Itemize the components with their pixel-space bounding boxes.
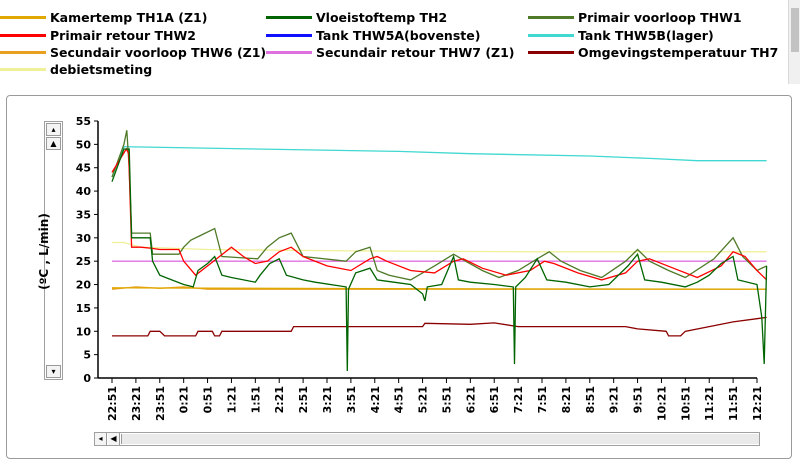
series-line-vloeistoftemp-th2	[111, 148, 768, 372]
legend-swatch	[0, 15, 46, 19]
legend-item-vloeistoftemp: Vloeistoftemp TH2	[266, 7, 447, 27]
legend-item-secundair-voorloop: Secundair voorloop THW6 (Z1)	[0, 42, 266, 62]
legend: Kamertemp TH1A (Z1) Vloeistoftemp TH2 Pr…	[0, 0, 800, 84]
x-tick-label: 22:51	[106, 386, 119, 421]
x-tick-label: 8:21	[560, 386, 573, 413]
series-line-tank-thw5b-lager	[111, 146, 767, 178]
x-tick-label: 0:51	[202, 386, 215, 413]
x-tick-label: 3:21	[321, 386, 334, 413]
legend-label: Tank THW5A(bovenste)	[316, 27, 481, 43]
legend-swatch	[528, 15, 574, 19]
x-tick-label: 6:51	[488, 386, 501, 413]
legend-label: Primair retour THW2	[50, 27, 196, 43]
y-tick-label: 20	[76, 279, 92, 292]
legend-scrollbar[interactable]	[788, 0, 800, 84]
y-ticks: 0 5 10 15 20 25 30 35 40 45 50 55	[76, 115, 98, 385]
x-tick-label: 11:51	[727, 386, 740, 421]
x-tick-label: 3:51	[345, 386, 358, 413]
legend-label: Kamertemp TH1A (Z1)	[50, 9, 208, 25]
x-tick-label: 7:21	[512, 386, 525, 413]
x-tick-label: 2:51	[297, 386, 310, 413]
legend-swatch	[0, 50, 46, 54]
legend-swatch	[0, 67, 46, 71]
y-tick-label: 10	[76, 325, 92, 338]
x-ticks: 22:51 23:21 23:51 0:21 0:51 1:21 1:51 2:21 2:51 3…	[106, 378, 764, 421]
x-tick-label: 5:51	[440, 386, 453, 413]
series-line-kamertemp-th1a-z1	[111, 287, 767, 290]
x-tick-label: 6:21	[464, 386, 477, 413]
x-tick-label: 0:21	[178, 386, 191, 413]
x-tick-label: 10:21	[655, 386, 668, 421]
horizontal-scroll-track[interactable]	[121, 434, 759, 444]
x-tick-label: 4:51	[393, 386, 406, 413]
legend-swatch	[528, 50, 574, 54]
x-tick-label: 1:51	[249, 386, 262, 413]
scroll-left-step-icon[interactable]: ◀	[108, 433, 120, 445]
x-tick-label: 9:51	[632, 386, 645, 413]
scroll-up-arrow-icon[interactable]: ▴	[46, 123, 61, 136]
legend-label: Tank THW5B(lager)	[578, 27, 714, 43]
y-tick-label: 25	[76, 255, 91, 268]
legend-label: Primair voorloop THW1	[578, 9, 742, 25]
x-tick-label: 11:21	[703, 386, 716, 421]
y-tick-label: 40	[76, 185, 92, 198]
legend-item-kamertemp: Kamertemp TH1A (Z1)	[0, 7, 207, 27]
legend-label: Secundair retour THW7 (Z1)	[316, 44, 515, 60]
y-axis-label: (ºC , L/min)	[37, 213, 51, 290]
y-tick-label: 30	[76, 232, 92, 245]
scroll-up-step-icon[interactable]: ▲	[46, 137, 61, 150]
legend-label: Vloeistoftemp TH2	[316, 9, 448, 25]
vertical-scrollbar[interactable]: ▴ ▲ ▾	[44, 121, 63, 380]
legend-item-debietsmeting: debietsmeting	[0, 59, 152, 79]
series-line-debietsmeting	[112, 241, 767, 253]
legend-label: debietsmeting	[50, 61, 153, 77]
x-tick-label: 8:51	[584, 386, 597, 413]
x-tick-label: 5:21	[417, 386, 430, 413]
x-tick-label: 7:51	[536, 386, 549, 413]
x-tick-label: 4:21	[369, 386, 382, 413]
scroll-down-arrow-icon[interactable]: ▾	[46, 365, 61, 378]
y-tick-label: 55	[76, 115, 91, 128]
legend-label: Secundair voorloop THW6 (Z1)	[50, 44, 267, 60]
x-tick-label: 2:21	[273, 386, 286, 413]
series-line-omgevingstemperatuur-th7	[112, 316, 767, 337]
series-layer	[111, 130, 768, 372]
x-tick-label: 1:21	[225, 386, 238, 413]
legend-swatch	[528, 33, 574, 37]
legend-scroll-thumb[interactable]	[791, 8, 799, 52]
y-tick-label: 35	[76, 208, 91, 221]
legend-item-omgevingstemperatuur: Omgevingstemperatuur TH7	[528, 42, 778, 62]
x-tick-label: 10:51	[679, 386, 692, 421]
legend-item-tank-thw5b: Tank THW5B(lager)	[528, 25, 714, 45]
legend-item-primair-retour: Primair retour THW2	[0, 25, 196, 45]
horizontal-scrollbar[interactable]: ◂ ◀	[94, 432, 760, 446]
x-tick-label: 23:21	[130, 386, 143, 421]
series-line-primair-retour-thw2	[111, 147, 768, 281]
y-tick-label: 0	[83, 372, 91, 385]
y-tick-label: 45	[76, 162, 91, 175]
legend-swatch	[0, 33, 46, 37]
legend-swatch	[266, 50, 312, 54]
legend-item-secundair-retour: Secundair retour THW7 (Z1)	[266, 42, 515, 62]
x-tick-label: 9:21	[608, 386, 621, 413]
y-tick-label: 50	[76, 138, 92, 151]
scroll-left-arrow-icon[interactable]: ◂	[95, 433, 107, 445]
x-tick-label: 12:21	[751, 386, 764, 421]
y-tick-label: 15	[76, 302, 91, 315]
legend-swatch	[266, 33, 312, 37]
y-tick-label: 5	[83, 349, 91, 362]
series-line-primair-voorloop-thw1	[111, 130, 767, 281]
legend-item-primair-voorloop: Primair voorloop THW1	[528, 7, 742, 27]
x-tick-label: 23:51	[154, 386, 167, 421]
legend-swatch	[266, 15, 312, 19]
legend-item-tank-thw5a: Tank THW5A(bovenste)	[266, 25, 480, 45]
legend-label: Omgevingstemperatuur TH7	[578, 44, 779, 60]
